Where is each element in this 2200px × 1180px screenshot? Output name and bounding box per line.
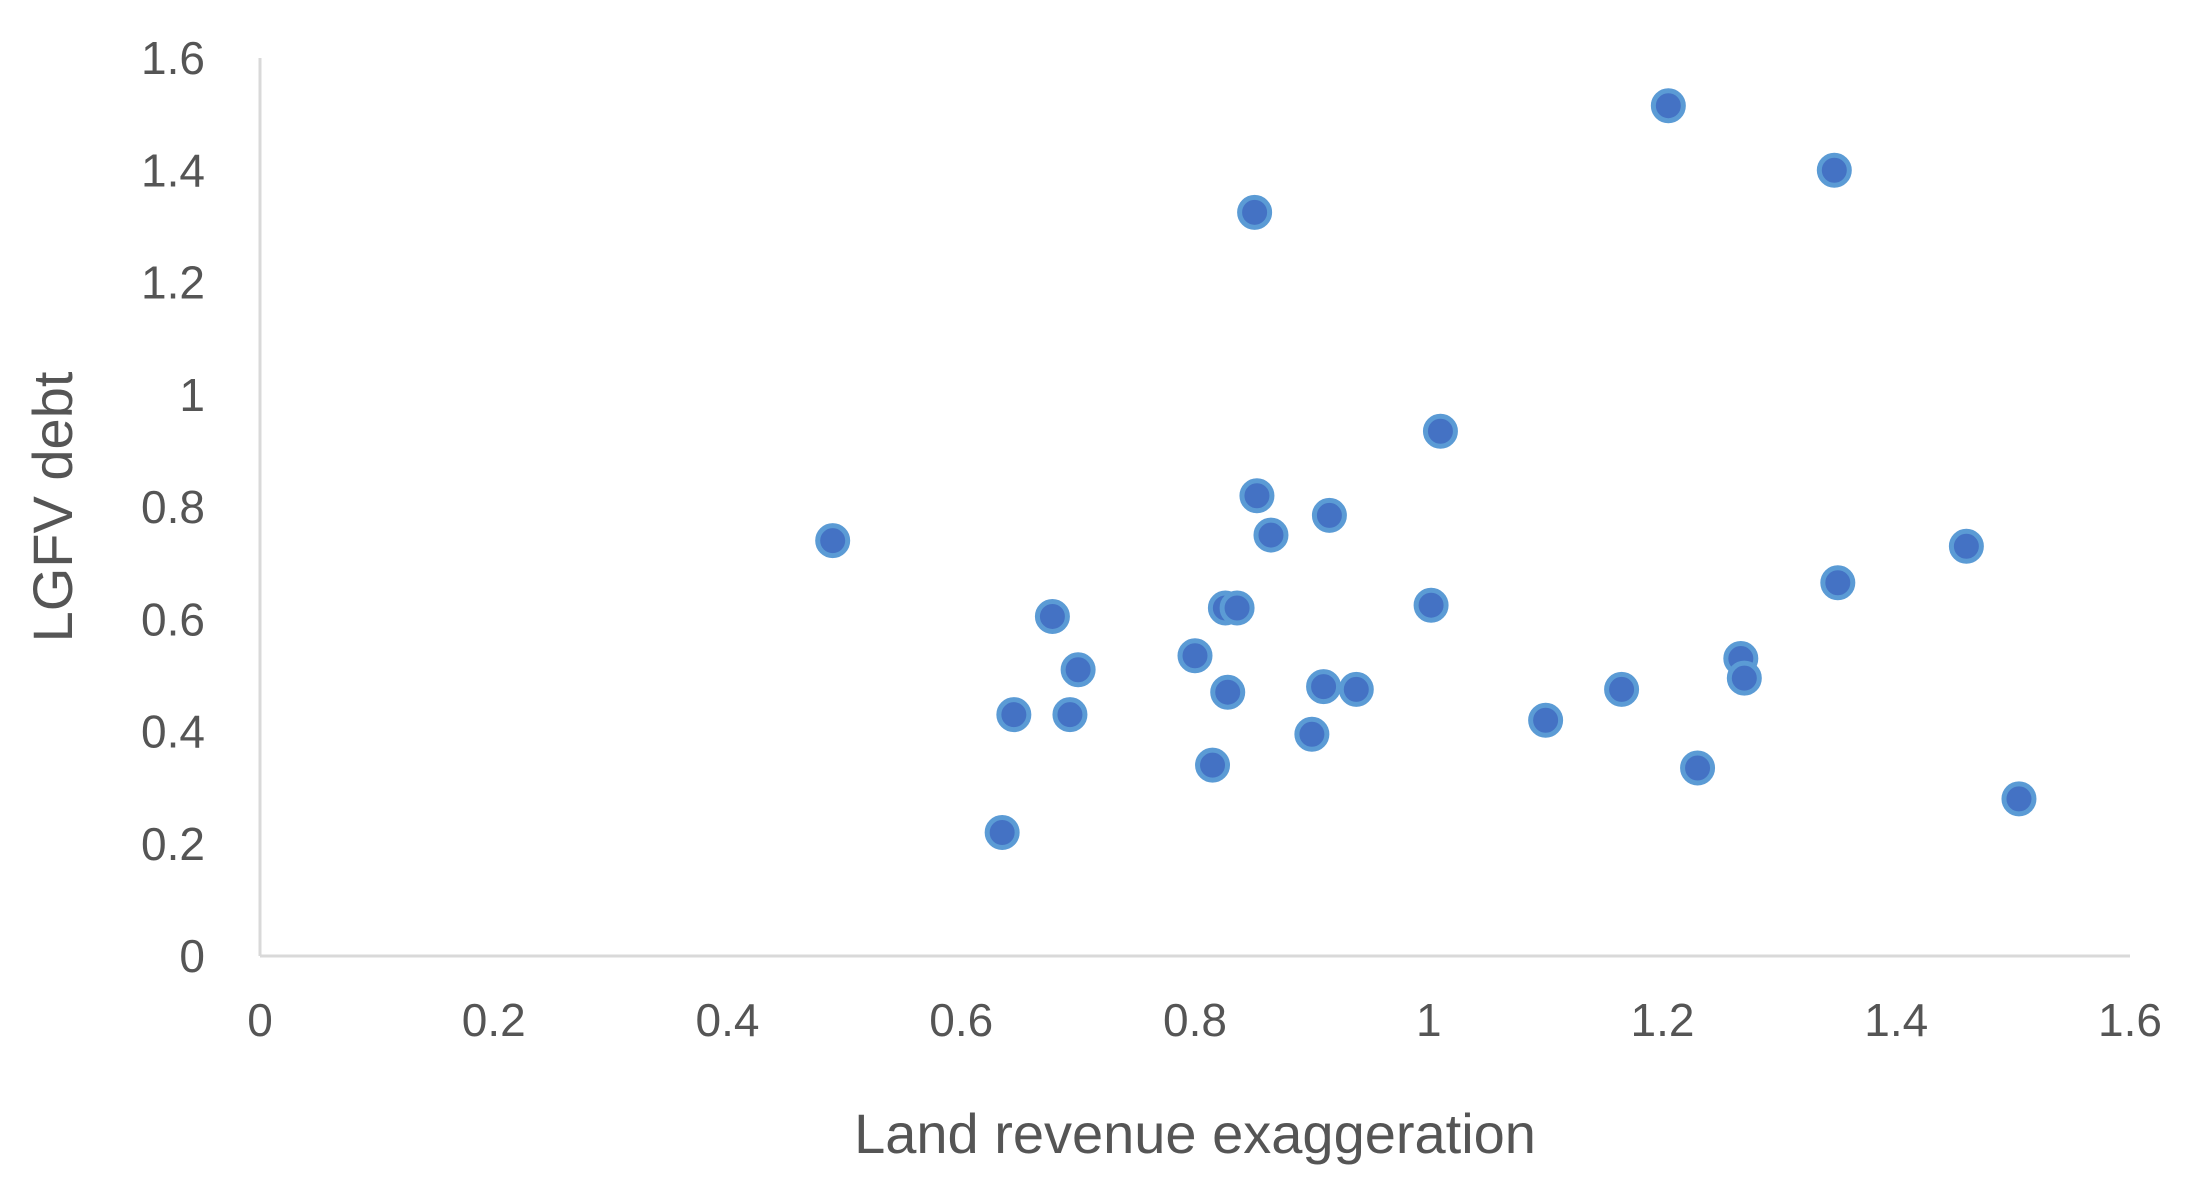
data-point-24 [1680,750,1716,786]
x-tick-label: 1 [1416,994,1442,1046]
y-tick-label: 0.8 [141,481,205,533]
data-point-13 [1239,478,1275,514]
data-point-12 [1237,194,1273,230]
x-tick-label: 0.4 [696,994,760,1046]
tick-labels: 0 0.2 0.4 0.6 0.8 1 1.2 1.4 1.6 0 0.2 0.4 0.6 0.8 1 1.2… [141,32,2162,1046]
y-tick-label: 1.2 [141,257,205,309]
data-point-23 [1650,88,1686,124]
data-point-8 [1195,747,1231,783]
y-tick-label: 0.2 [141,818,205,870]
y-tick-label: 0.6 [141,593,205,645]
data-point-27 [1816,152,1852,188]
data-point-15 [1294,716,1330,752]
data-point-16 [1306,669,1342,705]
x-tick-label: 0.8 [1163,994,1227,1046]
y-tick-label: 1 [179,369,205,421]
data-point-7 [1177,638,1213,674]
x-tick-label: 0 [247,994,273,1046]
data-point-1 [815,523,851,559]
y-tick-label: 1.4 [141,144,205,196]
data-point-4 [1034,598,1070,634]
data-point-20 [1422,413,1458,449]
data-point-5 [1052,697,1088,733]
data-point-29 [1948,528,1984,564]
data-point-3 [996,697,1032,733]
y-tick-label: 0.4 [141,706,205,758]
x-tick-label: 1.4 [1864,994,1928,1046]
data-point-30 [2001,781,2037,817]
data-point-17 [1311,497,1347,533]
data-point-26 [1726,660,1762,696]
x-tick-label: 0.6 [929,994,993,1046]
x-axis-title: Land revenue exaggeration [854,1102,1536,1165]
x-tick-label: 1.2 [1631,994,1695,1046]
x-tick-label: 0.2 [462,994,526,1046]
axes [258,58,2130,958]
y-tick-label: 1.6 [141,32,205,84]
y-tick-label: 0 [179,930,205,982]
data-point-19 [1413,587,1449,623]
data-point-14 [1253,517,1289,553]
data-point-18 [1338,671,1374,707]
data-point-11 [1210,674,1246,710]
data-point-10 [1219,590,1255,626]
data-point-21 [1528,702,1564,738]
y-axis-title: LGFV debt [21,371,84,642]
x-tick-label: 1.6 [2098,994,2162,1046]
data-points [815,88,2037,851]
data-point-2 [984,815,1020,851]
data-point-28 [1820,565,1856,601]
data-point-22 [1604,671,1640,707]
data-point-6 [1060,652,1096,688]
